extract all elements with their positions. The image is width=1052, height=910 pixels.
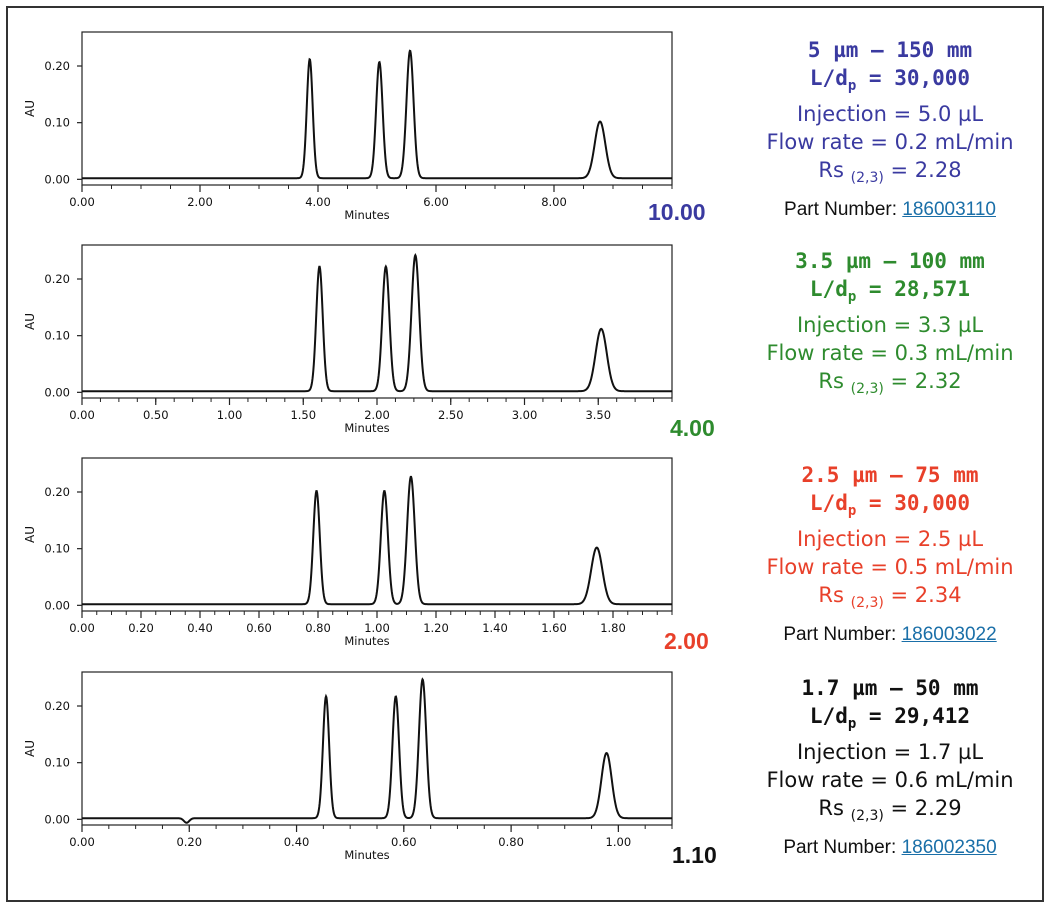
injection-volume-4: Injection = 1.7 µL xyxy=(796,740,984,765)
ld-ratio-2: L/dp = 28,571 xyxy=(809,277,971,306)
x-tick-label-2: 3.00 xyxy=(512,408,538,422)
x-tick-label-2: 1.00 xyxy=(217,408,243,422)
column-dimensions-1: 5 µm – 150 mm xyxy=(807,38,973,62)
resolution-1: Rs (2,3) = 2.28 xyxy=(818,158,962,187)
x-tick-label-4: 1.00 xyxy=(606,835,632,849)
chromatogram-trace-3 xyxy=(82,475,672,606)
x-tick-label-3: 1.00 xyxy=(364,621,390,635)
column-dimensions-3: 2.5 µm – 75 mm xyxy=(801,463,979,487)
flow-rate-3: Flow rate = 0.5 mL/min xyxy=(766,555,1014,580)
y-tick-label-3: 0.00 xyxy=(44,598,70,612)
part-number-line-3: Part Number: 186003022 xyxy=(783,624,997,646)
x-tick-label-1: 2.00 xyxy=(187,195,213,209)
chromatogram-trace-1 xyxy=(82,49,672,180)
chromatogram-panel-3: 0.00 0.20 0.40 0.60 0.80 1.00 1.20 1.40 1.60 1.80… xyxy=(0,448,1052,663)
x-axis-label-3: Minutes xyxy=(344,634,389,648)
x-axis-label-1: Minutes xyxy=(344,208,389,222)
y-tick-label-1: 0.00 xyxy=(44,172,70,186)
part-number-link-3[interactable]: 186003022 xyxy=(901,624,997,646)
plot-area-2 xyxy=(81,244,673,399)
injection-volume-3: Injection = 2.5 µL xyxy=(796,527,984,552)
x-tick-label-1: 8.00 xyxy=(541,195,567,209)
y-axis-label-4: AU xyxy=(23,740,37,757)
x-tick-label-1: 0.00 xyxy=(69,195,95,209)
chromatogram-2-svg: 0.00 0.50 1.00 1.50 2.00 2.50 3.00 3.50 0.00 0.10… xyxy=(23,244,673,435)
y-tick-label-2: 0.10 xyxy=(44,329,70,343)
injection-volume-2: Injection = 3.3 µL xyxy=(796,313,984,338)
part-number-link-4[interactable]: 186002350 xyxy=(901,837,997,859)
x-tick-label-3: 0.80 xyxy=(305,621,331,635)
x-tick-label-4: 0.60 xyxy=(391,835,417,849)
y-axis-label-3: AU xyxy=(23,526,37,543)
flow-rate-2: Flow rate = 0.3 mL/min xyxy=(766,341,1014,366)
chromatogram-panel-4: 0.00 0.20 0.40 0.60 0.80 1.00 0.00 0.10 0.20 Minu… xyxy=(0,662,1052,877)
y-axis-label-1: AU xyxy=(23,100,37,117)
part-number-line-1: Part Number: 186003110 xyxy=(784,199,996,221)
y-tick-label-1: 0.10 xyxy=(44,116,70,130)
end-time-label-1: 10.00 xyxy=(648,199,706,225)
ld-ratio-4: L/dp = 29,412 xyxy=(809,704,971,733)
y-tick-label-4: 0.10 xyxy=(44,756,70,770)
y-tick-label-3: 0.20 xyxy=(44,485,70,499)
column-dimensions-4: 1.7 µm – 50 mm xyxy=(801,676,979,700)
ld-ratio-1: L/dp = 30,000 xyxy=(809,66,971,95)
x-tick-label-4: 0.20 xyxy=(176,835,202,849)
x-tick-label-1: 4.00 xyxy=(305,195,331,209)
x-tick-label-3: 0.00 xyxy=(69,621,95,635)
y-tick-label-1: 0.20 xyxy=(44,59,70,73)
x-axis-label-2: Minutes xyxy=(344,421,389,435)
chromatogram-1-svg: 0.00 2.00 4.00 6.00 8.00 0.00 0.10 0.20 Minutes A… xyxy=(23,31,673,222)
end-time-label-2: 4.00 xyxy=(670,415,715,441)
x-tick-label-4: 0.00 xyxy=(69,835,95,849)
y-tick-label-4: 0.20 xyxy=(44,699,70,713)
x-tick-label-3: 0.20 xyxy=(128,621,154,635)
flow-rate-1: Flow rate = 0.2 mL/min xyxy=(766,130,1014,155)
plot-area-4 xyxy=(81,671,673,826)
x-tick-label-3: 0.60 xyxy=(246,621,272,635)
figure-frame xyxy=(6,6,1044,902)
column-info-1: 5 µm – 150 mm L/dp = 30,000 Injection = … xyxy=(730,36,1050,224)
x-tick-label-3: 0.40 xyxy=(187,621,213,635)
y-tick-label-4: 0.00 xyxy=(44,812,70,826)
x-tick-label-2: 2.00 xyxy=(364,408,390,422)
resolution-3: Rs (2,3) = 2.34 xyxy=(818,583,962,612)
y-axis-label-2: AU xyxy=(23,313,37,330)
y-tick-label-3: 0.10 xyxy=(44,542,70,556)
x-tick-label-1: 6.00 xyxy=(423,195,449,209)
column-info-2: 3.5 µm – 100 mm L/dp = 28,571 Injection … xyxy=(730,247,1050,403)
chromatogram-3-svg: 0.00 0.20 0.40 0.60 0.80 1.00 1.20 1.40 1.60 1.80… xyxy=(23,457,673,648)
flow-rate-4: Flow rate = 0.6 mL/min xyxy=(766,768,1014,793)
x-tick-label-2: 2.50 xyxy=(438,408,464,422)
column-info-3: 2.5 µm – 75 mm L/dp = 30,000 Injection =… xyxy=(730,461,1050,649)
chromatogram-trace-2 xyxy=(82,253,672,393)
x-tick-label-3: 1.60 xyxy=(541,621,567,635)
x-tick-label-4: 0.80 xyxy=(498,835,524,849)
x-tick-label-3: 1.20 xyxy=(423,621,449,635)
x-axis-label-4: Minutes xyxy=(344,848,389,862)
part-number-line-4: Part Number: 186002350 xyxy=(783,837,997,859)
end-time-label-4: 1.10 xyxy=(672,842,717,868)
x-tick-label-2: 3.50 xyxy=(585,408,611,422)
injection-volume-1: Injection = 5.0 µL xyxy=(796,102,984,127)
y-tick-label-2: 0.20 xyxy=(44,272,70,286)
x-tick-label-2: 0.00 xyxy=(69,408,95,422)
x-tick-label-3: 1.80 xyxy=(600,621,626,635)
part-number-link-1[interactable]: 186003110 xyxy=(902,199,996,221)
column-info-4: 1.7 µm – 50 mm L/dp = 29,412 Injection =… xyxy=(730,674,1050,862)
x-tick-label-2: 1.50 xyxy=(290,408,316,422)
x-tick-label-2: 0.50 xyxy=(143,408,169,422)
x-tick-label-4: 0.40 xyxy=(284,835,310,849)
x-tick-label-3: 1.40 xyxy=(482,621,508,635)
chromatogram-panel-1: 0.00 2.00 4.00 6.00 8.00 0.00 0.10 0.20 Minutes A… xyxy=(0,22,1052,237)
chromatogram-panel-2: 0.00 0.50 1.00 1.50 2.00 2.50 3.00 3.50 0.00 0.10… xyxy=(0,235,1052,450)
end-time-label-3: 2.00 xyxy=(664,628,709,654)
chromatogram-4-svg: 0.00 0.20 0.40 0.60 0.80 1.00 0.00 0.10 0.20 Minu… xyxy=(23,671,673,862)
chromatogram-trace-4 xyxy=(82,677,672,824)
resolution-2: Rs (2,3) = 2.32 xyxy=(818,369,962,398)
column-dimensions-2: 3.5 µm – 100 mm xyxy=(795,249,985,273)
ld-ratio-3: L/dp = 30,000 xyxy=(809,491,971,520)
y-tick-label-2: 0.00 xyxy=(44,385,70,399)
resolution-4: Rs (2,3) = 2.29 xyxy=(818,796,962,825)
